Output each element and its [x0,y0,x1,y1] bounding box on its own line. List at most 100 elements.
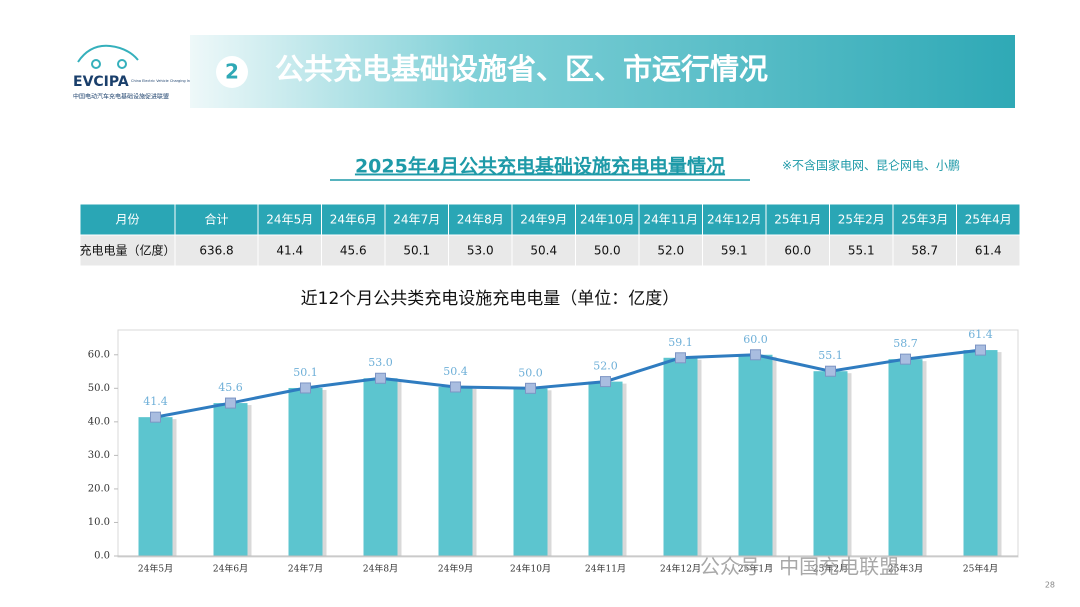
value-label: 52.0 [593,360,618,373]
chart: 0.0 10.0 20.0 30.0 40.0 50.0 60.0 24年5月 24年6月 24年… [88,328,1018,575]
number-badge [216,56,248,88]
header-cell [448,203,513,236]
header-text: 25年2月 [838,213,885,227]
x-tick-label: 24年8月 [363,563,398,575]
cell [892,234,957,267]
line-marker [225,397,236,409]
cell [575,234,640,267]
value-label: 60.0 [743,333,768,346]
bar [588,381,623,556]
line [155,348,981,419]
header-text: 合计 [204,212,228,227]
cell [384,234,449,267]
header-text: 24年9月 [520,213,567,227]
value-label: 45.6 [218,381,243,394]
header-text: 24年10月 [580,213,635,227]
header-cell [79,203,176,236]
header-text: 25年1月 [774,213,821,227]
line-marker [375,372,386,384]
table: 月份 合计 24年5月 24年6月 24年7月 24年8月 24年9月 24年10月 24年11… [79,203,1021,267]
line-marker [525,382,536,394]
x-tick-label: 24年6月 [213,563,248,575]
x-tick-label: 24年10月 [510,563,551,575]
cell [257,234,322,267]
bar [738,354,773,556]
value-label: 50.0 [518,366,543,379]
y-tick-label: 10.0 [88,517,110,528]
watermark: 公众号 · 中国充电联盟 [700,555,899,579]
header-cell [956,203,1021,236]
cell-text: 59.1 [721,244,748,258]
value-label: 58.7 [893,337,918,350]
header-text: 24年11月 [643,213,698,227]
cell-text: 636.8 [199,244,233,258]
cell-text: 55.1 [848,244,875,258]
line-marker [300,382,311,394]
cell-text: 60.0 [784,244,811,258]
y-tick-label: 20.0 [88,483,110,494]
cell-text: 61.4 [975,244,1002,258]
line-marker [900,353,911,365]
cell-text: 50.0 [594,244,621,258]
bar [963,350,998,556]
logo-cn: 中国电动汽车充电基础设施促进联盟 [73,93,169,101]
x-tick-label: 25年4月 [963,563,998,575]
y-tick-label: 60.0 [88,349,110,360]
header-text: 24年8月 [457,213,504,227]
x-tick-label: 24年9月 [438,563,473,575]
bar [813,371,848,556]
value-label: 55.1 [818,349,843,362]
header-text: 25年3月 [901,213,948,227]
value-label: 41.4 [143,395,168,408]
line-marker [750,349,761,361]
cell-text: 53.0 [467,244,494,258]
x-tick-label: 24年11月 [585,563,626,575]
bar [438,386,473,556]
chart-frame [117,329,1019,558]
y-tick-label: 0.0 [94,551,110,562]
bar [138,417,173,556]
x-tick-label: 24年12月 [660,563,701,575]
cell [174,234,259,267]
x-tick-label: 25年3月 [888,563,923,575]
cell-text: 41.4 [276,244,303,258]
line-marker [450,381,461,393]
x-tick-label: 25年1月 [738,563,773,575]
value-label: 61.4 [968,328,993,341]
section-number: 2 [225,60,239,84]
chart-title: 近12个月公共类充电设施充电电量（单位：亿度） [301,289,680,309]
cell-text: 52.0 [657,244,684,258]
bar [363,378,398,556]
header-text: 24年7月 [393,213,440,227]
cell [956,234,1021,267]
line-marker [675,352,686,364]
header-cell [829,203,894,236]
cell [511,234,576,267]
y-tick-label: 40.0 [88,416,110,427]
page-number: 28 [1045,581,1055,590]
section-title: 公共充电基础设施省、区、市运行情况 [275,52,768,86]
cell [702,234,767,267]
cell-text: 50.4 [530,244,557,258]
header-text: 24年5月 [266,213,313,227]
header-cell [702,203,767,236]
logo-en: China Electric Vehicle Charging Infrastr… [131,79,245,83]
bar [288,387,323,556]
cell-text: 充电电量（亿度） [79,243,175,258]
header-cell [575,203,640,236]
header-cell [511,203,576,236]
x-tick-label: 24年5月 [138,563,173,575]
x-tick-label: 25年2月 [813,563,848,575]
value-label: 50.1 [293,366,318,379]
bar [888,359,923,556]
cell-text: 50.1 [403,244,430,258]
subtitle: 2025年4月公共充电基础设施充电电量情况 [355,155,725,178]
cell [448,234,513,267]
line-marker [150,411,161,423]
line-marker [825,365,836,377]
logo-text: EVCIPA [73,74,129,90]
header-text: 24年12月 [707,213,762,227]
header-cell [765,203,830,236]
value-label: 59.1 [668,336,693,349]
